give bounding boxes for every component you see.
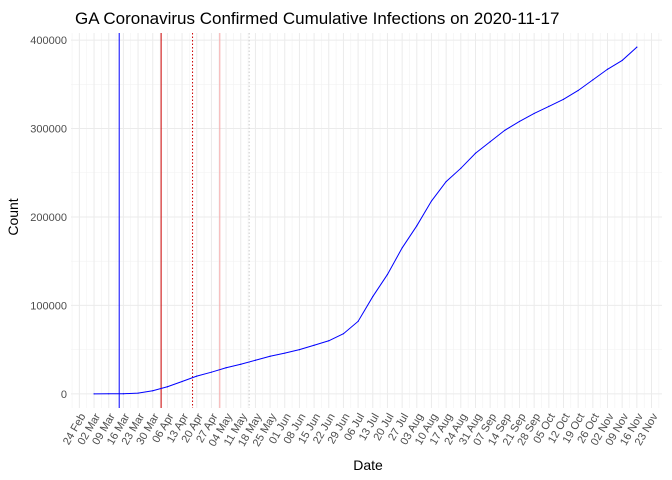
data-point (592, 79, 594, 81)
y-tick-labels: 0 100000 200000 300000 400000 (30, 35, 67, 401)
data-point (548, 105, 550, 108)
reference-lines (118, 33, 250, 408)
data-point (621, 59, 623, 62)
data-point (489, 141, 491, 143)
data-point (137, 392, 139, 394)
data-point (401, 247, 403, 249)
data-point (386, 273, 389, 276)
data-point (474, 152, 477, 154)
data-point (372, 295, 374, 298)
data-point (562, 98, 565, 100)
data-point (445, 180, 447, 183)
data-point (298, 349, 301, 351)
series-line (94, 46, 638, 395)
data-point (357, 320, 359, 322)
data-point (430, 200, 433, 202)
y-axis-title: Count (5, 198, 21, 235)
data-point (518, 120, 521, 123)
y-tick-label: 0 (61, 389, 67, 401)
data-point (225, 367, 227, 369)
data-point (313, 344, 315, 346)
grid (71, 33, 662, 408)
data-point (342, 333, 345, 335)
data-point (284, 352, 286, 354)
data-point (152, 390, 154, 392)
data-point (504, 129, 506, 131)
data-point (108, 393, 110, 395)
data-point (210, 371, 213, 373)
data-point (166, 386, 169, 388)
chart-title: GA Coronavirus Confirmed Cumulative Infe… (75, 9, 559, 28)
data-point (606, 68, 609, 70)
data-point (122, 393, 124, 395)
data-point (416, 225, 418, 227)
data-point (269, 355, 271, 357)
data-point (254, 359, 257, 361)
y-tick-label: 400000 (30, 35, 67, 47)
data-point (460, 167, 462, 169)
data-point (636, 46, 638, 48)
data-point (533, 112, 535, 115)
data-point (240, 363, 242, 365)
y-tick-label: 300000 (30, 124, 67, 136)
y-tick-label: 200000 (30, 212, 67, 224)
series-layer (93, 46, 638, 395)
y-tick-label: 100000 (30, 300, 67, 312)
data-point (93, 393, 95, 395)
x-axis-title: Date (353, 457, 383, 473)
data-point (328, 340, 330, 342)
data-point (577, 89, 579, 92)
data-point (181, 380, 183, 383)
data-point (196, 375, 198, 377)
